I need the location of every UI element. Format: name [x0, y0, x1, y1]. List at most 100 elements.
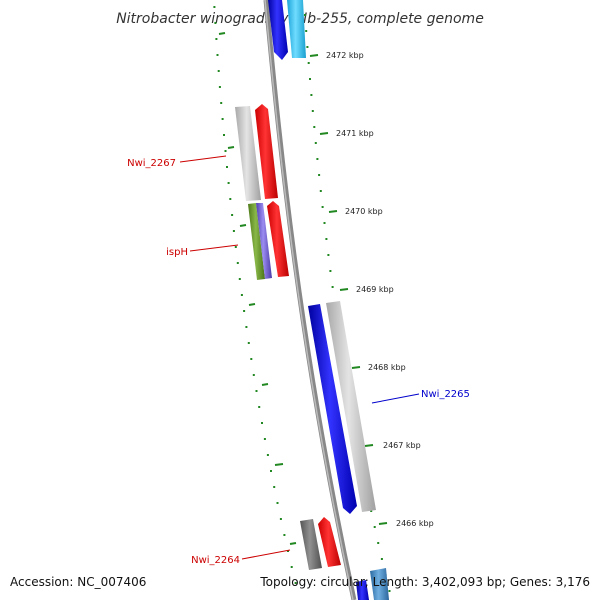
gene-arrow-isph[interactable] — [267, 201, 289, 277]
scale-dot — [331, 286, 334, 288]
genome-backbone — [263, 0, 357, 600]
genome-backbone-highlight — [264, 0, 354, 600]
tick-2472: 2472 kbp — [309, 51, 364, 60]
scale-dot — [224, 150, 227, 152]
scale-dot — [229, 198, 232, 200]
scale-dot — [218, 86, 221, 88]
scale-dot — [380, 558, 383, 560]
scale-dot — [373, 526, 376, 528]
scale-dot — [255, 390, 258, 392]
gene-label-isph: ispH — [166, 247, 188, 258]
tick-2466: 2466 kbp — [378, 519, 434, 528]
scale-dot — [270, 470, 272, 472]
tick-2467: 2467 kbp — [364, 441, 421, 450]
accession-text: Accession: NC_007406 — [10, 575, 146, 589]
scale-dot — [258, 406, 261, 408]
scale-dot — [290, 566, 293, 568]
scale-dot — [294, 582, 297, 584]
scale-dot — [214, 22, 217, 24]
tick-2468: 2468 kbp — [351, 363, 406, 372]
scale-dot — [323, 222, 326, 224]
scale-dot — [226, 166, 228, 168]
scale-dot — [311, 110, 314, 112]
scale-dot — [316, 158, 319, 160]
tick-2470: 2470 kbp — [328, 207, 383, 216]
tick-label: 2467 kbp — [383, 441, 421, 450]
scale-dot — [240, 294, 243, 296]
scale-dot — [306, 46, 309, 48]
tick-2471: 2471 kbp — [319, 129, 374, 138]
gene-block[interactable] — [326, 301, 376, 512]
label-leaders — [179, 155, 420, 560]
scale-dot — [261, 422, 263, 424]
tick-label: 2472 kbp — [326, 51, 364, 60]
scale-dot — [221, 118, 224, 120]
tick-label: 2466 kbp — [396, 519, 434, 528]
gene-label-nwi-2265: Nwi_2265 — [421, 389, 470, 400]
scale-dot — [329, 270, 332, 272]
gene-features — [235, 0, 389, 600]
scale-dot — [377, 542, 380, 544]
scale-dot — [245, 326, 248, 328]
gene-label-nwi-2264: Nwi_2264 — [191, 555, 240, 566]
scale-dot — [276, 502, 279, 504]
scale-dot — [232, 230, 235, 232]
scale-dot — [213, 6, 216, 8]
scale-dot — [252, 374, 255, 376]
scale-dot — [273, 486, 276, 488]
scale-dot — [313, 126, 316, 128]
scale-dot — [307, 62, 310, 64]
scale-dot — [215, 38, 218, 40]
gene-arrow-nwi-2264[interactable] — [318, 517, 341, 567]
scale-dot — [227, 182, 230, 184]
scale-dot — [304, 14, 306, 16]
scale-dot — [231, 214, 234, 216]
gene-block[interactable] — [248, 203, 265, 280]
scale-dot — [217, 70, 220, 72]
scale-dot — [283, 534, 286, 536]
scale-dot — [223, 134, 225, 136]
scale-dot — [388, 590, 391, 592]
scale-dot — [325, 238, 328, 240]
scale-dot — [279, 518, 282, 520]
gene-arrow[interactable] — [268, 0, 288, 60]
scale-dot — [238, 278, 241, 280]
gene-block[interactable] — [287, 0, 306, 58]
scale-ticks: 2472 kbp 2471 kbp 2470 kbp 2469 kbp 2468… — [309, 51, 434, 528]
gene-block[interactable] — [300, 519, 322, 570]
scale-dot — [287, 550, 289, 552]
scale-dot — [305, 30, 308, 32]
scale-dot — [247, 342, 250, 344]
scale-dot — [243, 310, 246, 312]
scale-dot — [309, 78, 311, 80]
scale-dot — [314, 142, 317, 144]
scale-dot — [266, 454, 269, 456]
scale-dot — [263, 438, 266, 440]
tick-label: 2470 kbp — [345, 207, 383, 216]
scale-dot — [236, 262, 239, 264]
gene-arrow[interactable] — [356, 580, 369, 600]
scale-dot — [250, 358, 253, 360]
scale-dot — [318, 174, 321, 176]
scale-dot — [216, 54, 219, 56]
tick-label: 2468 kbp — [368, 363, 406, 372]
tick-label: 2471 kbp — [336, 129, 374, 138]
gene-block[interactable] — [235, 106, 261, 201]
scale-dot — [319, 190, 322, 192]
scale-dot — [327, 254, 330, 256]
gene-arrow-nwi-2267[interactable] — [255, 104, 278, 199]
gene-label-nwi-2267: Nwi_2267 — [127, 158, 176, 169]
scale-dot — [234, 246, 237, 248]
scale-dot — [310, 94, 313, 96]
genome-summary-text: Topology: circular; Length: 3,402,093 bp… — [259, 575, 590, 589]
scale-dot — [220, 102, 223, 104]
scale-dot — [321, 206, 324, 208]
gene-arrow-nwi-2265[interactable] — [308, 304, 357, 514]
scale-dot — [370, 510, 373, 512]
gene-block[interactable] — [256, 203, 272, 279]
inner-ticks — [218, 32, 297, 545]
gene-block[interactable] — [370, 568, 389, 600]
tick-label: 2469 kbp — [356, 285, 394, 294]
tick-2469: 2469 kbp — [339, 285, 394, 294]
